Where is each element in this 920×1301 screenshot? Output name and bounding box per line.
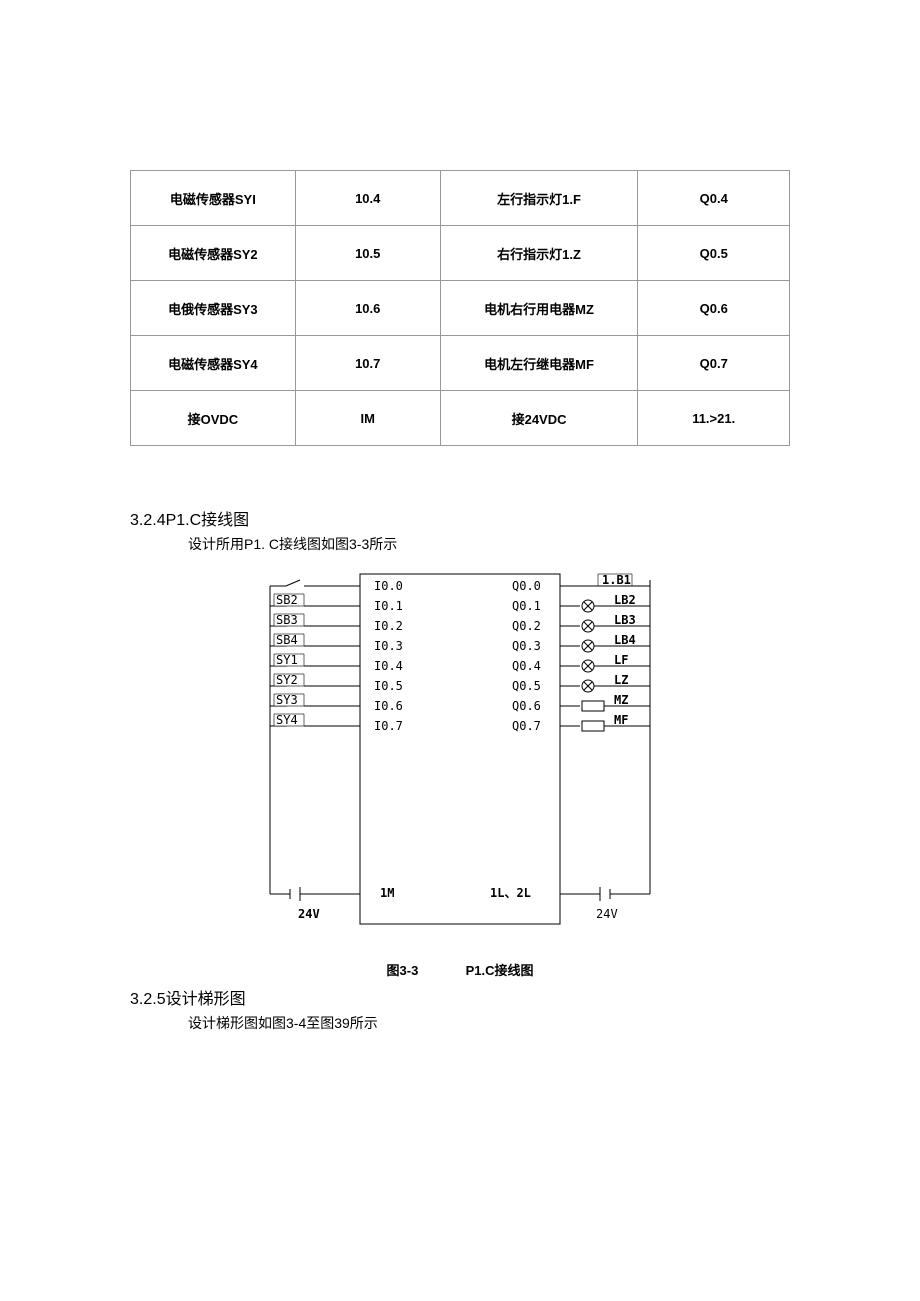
wiring-diagram-wrap: I0.0 SB2 I0.1 SB3 I0.2 SB4 I0.3 SY1 I0.4 SY2 I0.5 S… (130, 564, 790, 979)
table-row: 接OVDCIM接24VDC11.>21. (131, 391, 790, 446)
paragraph-325: 设计梯形图如图3-4至图39所示 (160, 1013, 790, 1033)
table-cell: 10.7 (295, 336, 440, 391)
figure-caption: 图3-3 P1.C接线图 (387, 960, 534, 979)
svg-text:I0.2: I0.2 (374, 619, 403, 633)
svg-text:LZ: LZ (614, 673, 628, 687)
svg-text:I0.6: I0.6 (374, 699, 403, 713)
table-cell: Q0.5 (638, 226, 790, 281)
svg-text:1.B1: 1.B1 (602, 573, 631, 587)
svg-text:I0.7: I0.7 (374, 719, 403, 733)
svg-text:LB4: LB4 (614, 633, 636, 647)
svg-text:Q0.1: Q0.1 (512, 599, 541, 613)
svg-text:SY3: SY3 (276, 693, 298, 707)
table-cell: Q0.4 (638, 171, 790, 226)
svg-text:SB4: SB4 (276, 633, 298, 647)
svg-text:Q0.2: Q0.2 (512, 619, 541, 633)
table-cell: 电俄传感器SY3 (131, 281, 296, 336)
table-cell: 电机右行用电器MZ (440, 281, 638, 336)
svg-text:SY2: SY2 (276, 673, 298, 687)
table-cell: 电磁传感器SY2 (131, 226, 296, 281)
svg-text:24V: 24V (298, 907, 320, 921)
svg-text:I0.1: I0.1 (374, 599, 403, 613)
table-cell: 10.6 (295, 281, 440, 336)
io-mapping-table: 电磁传感器SYI10.4左行指示灯1.FQ0.4电磁传感器SY210.5右行指示… (130, 170, 790, 446)
heading-325: 3.2.5设计梯形图 (130, 985, 790, 1009)
svg-text:I0.4: I0.4 (374, 659, 403, 673)
svg-text:Q0.3: Q0.3 (512, 639, 541, 653)
table-cell: 10.4 (295, 171, 440, 226)
svg-text:I0.0: I0.0 (374, 579, 403, 593)
svg-text:1L、2L: 1L、2L (490, 886, 531, 900)
caption-fig-title: P1.C接线图 (466, 963, 534, 978)
table-cell: 电磁传感器SYI (131, 171, 296, 226)
svg-text:SY1: SY1 (276, 653, 298, 667)
svg-text:LF: LF (614, 653, 628, 667)
table-cell: 接OVDC (131, 391, 296, 446)
table-cell: 电磁传感器SY4 (131, 336, 296, 391)
svg-text:MF: MF (614, 713, 628, 727)
svg-text:Q0.4: Q0.4 (512, 659, 541, 673)
svg-text:SB2: SB2 (276, 593, 298, 607)
table-cell: 电机左行继电器MF (440, 336, 638, 391)
svg-text:I0.3: I0.3 (374, 639, 403, 653)
table-cell: 10.5 (295, 226, 440, 281)
table-cell: Q0.7 (638, 336, 790, 391)
heading-324: 3.2.4P1.C接线图 (130, 506, 790, 530)
table-cell: 右行指示灯1.Z (440, 226, 638, 281)
caption-fig-no: 图3-3 (387, 963, 419, 978)
svg-text:Q0.5: Q0.5 (512, 679, 541, 693)
table-cell: 11.>21. (638, 391, 790, 446)
wiring-diagram: I0.0 SB2 I0.1 SB3 I0.2 SB4 I0.3 SY1 I0.4 SY2 I0.5 S… (260, 564, 660, 954)
table-cell: 左行指示灯1.F (440, 171, 638, 226)
table-row: 电磁传感器SY210.5右行指示灯1.ZQ0.5 (131, 226, 790, 281)
svg-text:MZ: MZ (614, 693, 628, 707)
svg-text:SB3: SB3 (276, 613, 298, 627)
svg-text:SY4: SY4 (276, 713, 298, 727)
svg-text:I0.5: I0.5 (374, 679, 403, 693)
svg-text:Q0.0: Q0.0 (512, 579, 541, 593)
table-cell: Q0.6 (638, 281, 790, 336)
svg-text:LB2: LB2 (614, 593, 636, 607)
svg-text:Q0.7: Q0.7 (512, 719, 541, 733)
table-row: 电磁传感器SY410.7电机左行继电器MFQ0.7 (131, 336, 790, 391)
paragraph-324: 设计所用P1. C接线图如图3-3所示 (160, 534, 790, 554)
svg-text:LB3: LB3 (614, 613, 636, 627)
table-row: 电磁传感器SYI10.4左行指示灯1.FQ0.4 (131, 171, 790, 226)
svg-text:24V: 24V (596, 907, 618, 921)
svg-text:Q0.6: Q0.6 (512, 699, 541, 713)
svg-text:1M: 1M (380, 886, 394, 900)
table-cell: 接24VDC (440, 391, 638, 446)
table-row: 电俄传感器SY310.6电机右行用电器MZQ0.6 (131, 281, 790, 336)
io-table-body: 电磁传感器SYI10.4左行指示灯1.FQ0.4电磁传感器SY210.5右行指示… (131, 171, 790, 446)
table-cell: IM (295, 391, 440, 446)
